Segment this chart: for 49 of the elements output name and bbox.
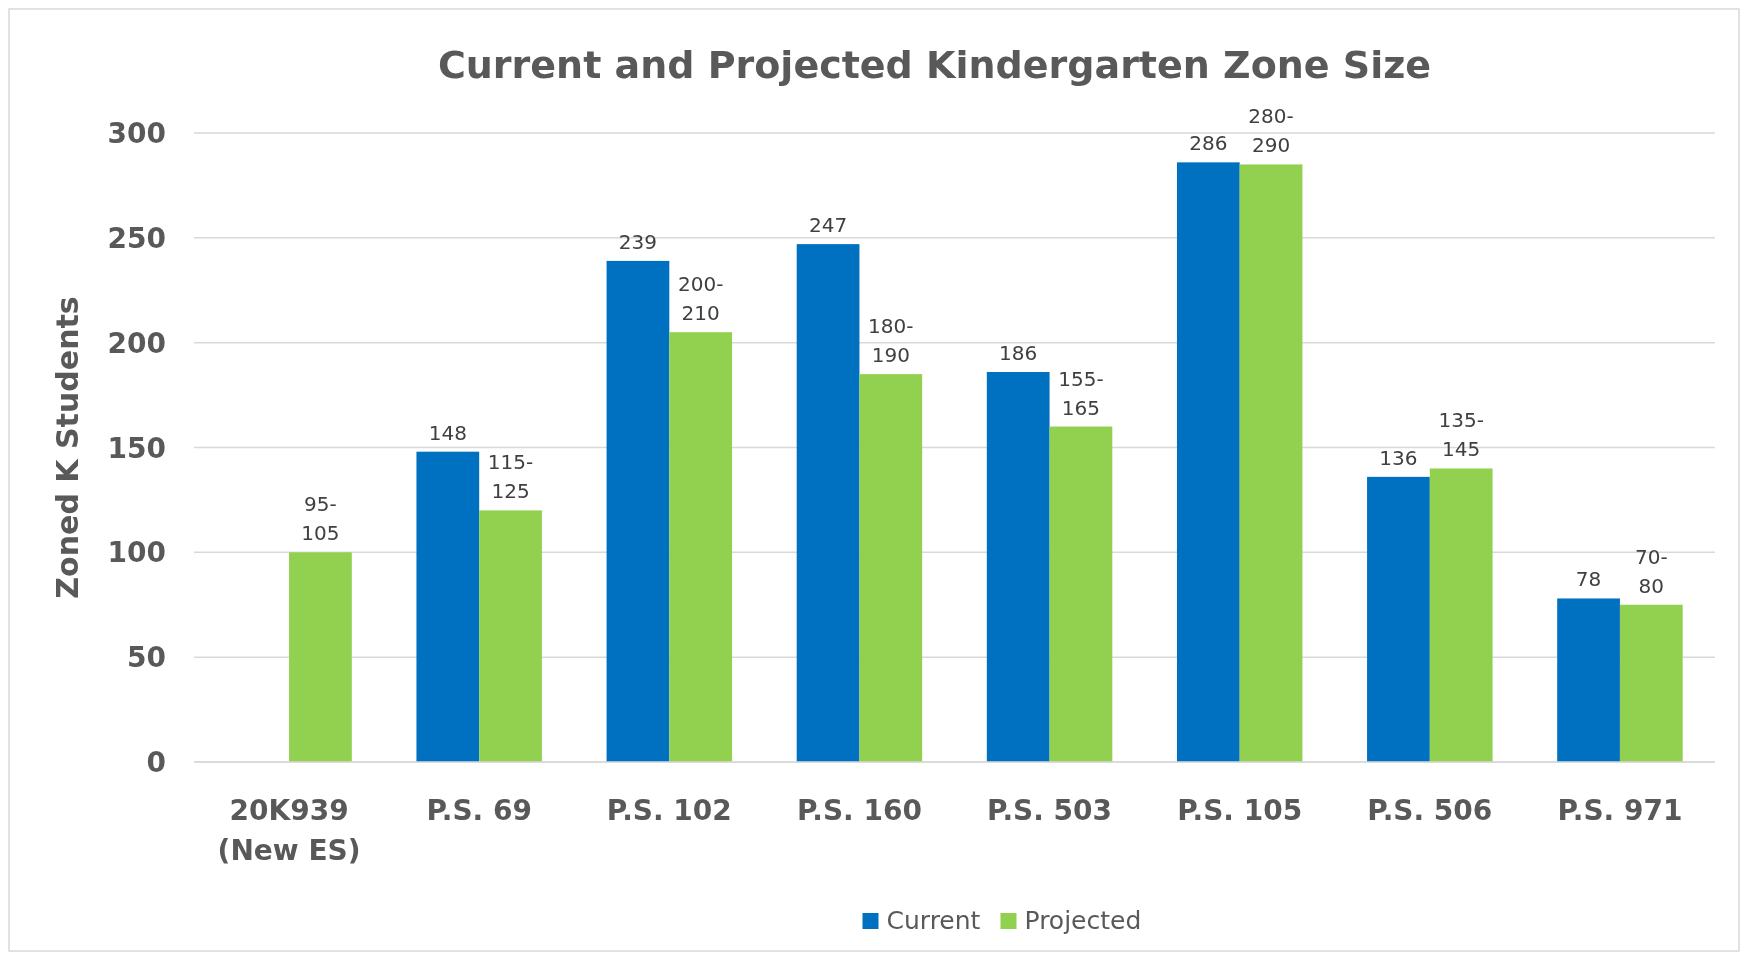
bar [1049,426,1113,762]
data-label: 70-80 [1634,544,1668,598]
legend-label: Current [886,906,981,935]
legend-label: Projected [1024,906,1142,935]
bar [669,332,733,762]
y-tick-label: 0 [146,746,166,779]
data-label: 155-165 [1058,366,1104,420]
bar [1429,468,1493,762]
data-label: 115-125 [487,450,534,504]
data-label: 186 [999,341,1038,366]
x-tick-label: P.S. 105 [1177,794,1303,827]
x-tick-label: P.S. 506 [1367,794,1493,827]
chart-title: Current and Projected Kindergarten Zone Size [437,43,1432,87]
x-tick-label: P.S. 503 [987,794,1113,827]
x-tick-label: 20K939 (New ES) [217,794,361,867]
data-label: 247 [808,213,848,238]
bar [479,510,542,762]
y-axis-title: Zoned K Students [50,296,85,599]
data-label: 286 [1189,131,1228,156]
y-tick-label: 200 [107,326,166,360]
bar [859,374,923,762]
bar [416,451,480,762]
x-tick-label: P.S. 69 [426,794,532,827]
bar [1557,598,1620,762]
data-label: 136 [1379,445,1418,470]
x-tick-label: P.S. 102 [606,794,732,827]
x-tick-label: P.S. 971 [1557,794,1683,827]
y-tick-label: 150 [107,431,166,465]
data-label: 148 [428,420,467,445]
y-tick-label: 50 [127,641,166,675]
data-label: 280-290 [1248,104,1294,158]
bar [1367,476,1430,762]
y-tick-label: 100 [107,536,166,570]
bar [1619,604,1683,762]
data-label: 180-190 [868,314,914,368]
bar [606,260,670,762]
y-tick-label: 250 [107,221,166,255]
bar [1176,162,1240,762]
data-label: 78 [1575,567,1602,592]
data-label: 200-210 [677,272,724,326]
y-tick-label: 300 [107,117,166,150]
data-label: 135-145 [1438,408,1484,462]
bar [986,372,1050,762]
data-label: 95-105 [301,492,340,546]
bar [1239,164,1303,762]
bar [289,552,352,762]
x-tick-label: P.S. 160 [796,794,922,827]
bar [796,244,860,762]
data-label: 239 [618,229,658,254]
